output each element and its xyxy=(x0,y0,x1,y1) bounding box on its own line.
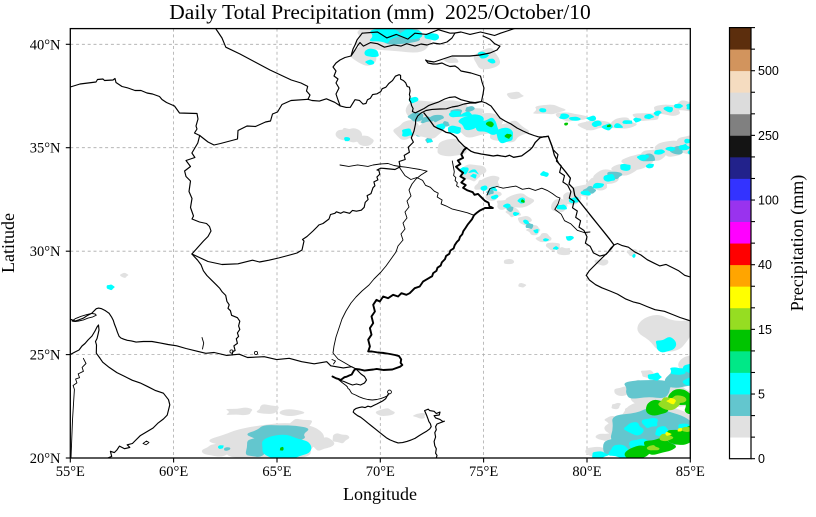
svg-text:30°N: 30°N xyxy=(30,244,61,260)
svg-text:Daily Total Precipitation (mm): Daily Total Precipitation (mm) 2025/Octo… xyxy=(169,0,590,24)
svg-text:75°E: 75°E xyxy=(469,464,498,480)
svg-text:250: 250 xyxy=(758,129,779,143)
svg-text:Precipitation (mm): Precipitation (mm) xyxy=(787,175,808,311)
svg-text:Latitude: Latitude xyxy=(0,213,18,273)
svg-text:0: 0 xyxy=(758,452,765,466)
svg-text:100: 100 xyxy=(758,194,779,208)
svg-text:Longitude: Longitude xyxy=(343,484,417,504)
svg-text:70°E: 70°E xyxy=(366,464,395,480)
svg-text:25°N: 25°N xyxy=(30,348,61,364)
svg-text:20°N: 20°N xyxy=(30,451,61,467)
svg-text:5: 5 xyxy=(758,388,765,402)
svg-text:40°N: 40°N xyxy=(30,37,61,53)
svg-text:65°E: 65°E xyxy=(262,464,291,480)
svg-text:60°E: 60°E xyxy=(159,464,188,480)
svg-text:15: 15 xyxy=(758,323,772,337)
svg-text:500: 500 xyxy=(758,64,779,78)
svg-text:55°E: 55°E xyxy=(56,464,85,480)
svg-text:85°E: 85°E xyxy=(676,464,705,480)
svg-text:80°E: 80°E xyxy=(572,464,601,480)
svg-text:40: 40 xyxy=(758,258,772,272)
svg-text:35°N: 35°N xyxy=(30,141,61,157)
